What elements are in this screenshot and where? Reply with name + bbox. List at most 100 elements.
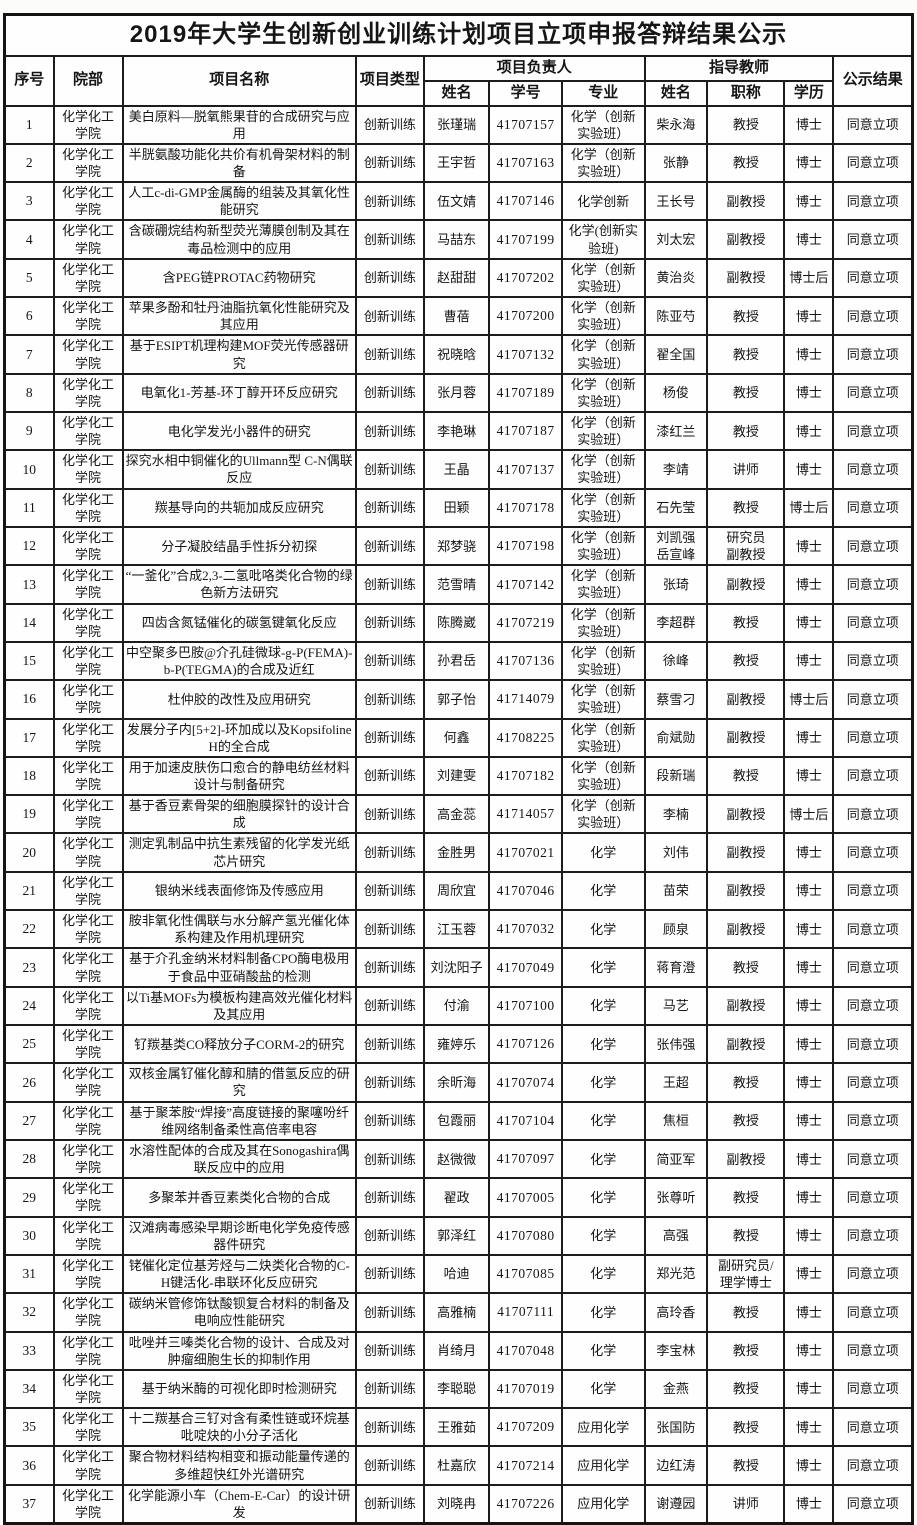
cell-advisor: 蒋育澄 — [643, 947, 709, 988]
cell-advisor: 石先莹 — [643, 487, 709, 528]
cell-no: 24 — [3, 985, 55, 1027]
cell-name: 郭泽红 — [422, 1215, 491, 1256]
cell-type: 创新训练 — [354, 1023, 425, 1065]
cell-project: 汉滩病毒感染早期诊断电化学免疫传感器件研究 — [121, 1215, 357, 1256]
cell-name: 郭子怡 — [422, 679, 491, 720]
cell-dept: 化学化工学院 — [52, 640, 124, 682]
cell-dept: 化学化工学院 — [52, 1100, 124, 1141]
cell-degree: 博士后 — [783, 487, 835, 528]
cell-result: 同意立项 — [832, 602, 914, 643]
cell-sid: 41707146 — [488, 181, 563, 222]
cell-project: 电化学发光小器件的研究 — [121, 410, 357, 452]
table-row: 29 化学化工学院 多聚苯并香豆素类化合物的合成 创新训练 翟政 41707005 化学 张尊… — [3, 1177, 914, 1218]
cell-name: 张月蓉 — [422, 372, 491, 414]
cell-title: 副教授 — [706, 679, 786, 720]
cell-result: 同意立项 — [832, 794, 914, 835]
col-header-advisor-name: 姓名 — [643, 79, 709, 107]
table-row: 3 化学化工学院 人工c-di-GMP金属酶的组装及其氧化性能研究 创新训练 伍文婧 41… — [3, 181, 914, 222]
cell-no: 10 — [3, 449, 55, 490]
cell-major: 化学（创新实验班） — [560, 410, 646, 452]
cell-dept: 化学化工学院 — [52, 1253, 124, 1295]
cell-name: 翟政 — [422, 1177, 491, 1218]
cell-result: 同意立项 — [832, 1483, 914, 1525]
cell-project: 含碳硼烷结构新型荧光薄膜创制及其在毒品检测中的应用 — [121, 219, 357, 260]
cell-no: 6 — [3, 296, 55, 337]
cell-type: 创新训练 — [354, 1138, 425, 1180]
cell-project: 中空聚多巴胺@介孔硅微球-g-P(FEMA)-b-P(TEGMA)的合成及近红 — [121, 640, 357, 682]
table-row: 22 化学化工学院 胺非氧化性偶联与水分解产氢光催化体系构建及作用机理研究 创新训练江… — [3, 909, 914, 950]
cell-advisor: 简亚军 — [643, 1138, 709, 1180]
cell-degree: 博士 — [783, 947, 835, 988]
cell-degree: 博士 — [783, 181, 835, 222]
cell-no: 37 — [3, 1483, 55, 1525]
cell-name: 赵微微 — [422, 1138, 491, 1180]
cell-name: 伍文婧 — [422, 181, 491, 222]
cell-no: 16 — [3, 679, 55, 720]
cell-degree: 博士后 — [783, 257, 835, 299]
cell-major: 化学 — [560, 870, 646, 912]
cell-name: 范雪晴 — [422, 564, 491, 605]
cell-advisor: 杨俊 — [643, 372, 709, 414]
cell-name: 田颖 — [422, 487, 491, 528]
cell-degree: 博士 — [783, 1483, 835, 1525]
table-row: 5 化学化工学院 含PEG链PROTAC药物研究 创新训练 赵甜甜 41707202 化学（… — [3, 257, 914, 299]
cell-result: 同意立项 — [832, 1177, 914, 1218]
cell-project: 半胱氨酸功能化共价有机骨架材料的制备 — [121, 142, 357, 184]
cell-degree: 博士 — [783, 832, 835, 873]
cell-type: 创新训练 — [354, 219, 425, 260]
cell-project: 含PEG链PROTAC药物研究 — [121, 257, 357, 299]
cell-major: 化学（创新实验班） — [560, 334, 646, 375]
cell-advisor: 蔡雪刁 — [643, 679, 709, 720]
cell-title: 副教授 — [706, 985, 786, 1027]
table-row: 32 化学化工学院 碳纳米管修饰钛酸钡复合材料的制备及电响应性能研究 创新训练 高雅楠 4… — [3, 1292, 914, 1333]
cell-major: 化学（创新实验班） — [560, 296, 646, 337]
cell-degree: 博士后 — [783, 679, 835, 720]
cell-title: 教授 — [706, 1445, 786, 1486]
cell-type: 创新训练 — [354, 181, 425, 222]
cell-degree: 博士 — [783, 909, 835, 950]
cell-title: 教授 — [706, 334, 786, 375]
cell-project: 双核金属钌催化醇和腈的借氢反应的研究 — [121, 1062, 357, 1103]
cell-result: 同意立项 — [832, 257, 914, 299]
cell-result: 同意立项 — [832, 1445, 914, 1486]
cell-major: 应用化学 — [560, 1407, 646, 1448]
table-row: 11 化学化工学院 羰基导向的共轭加成反应研究 创新训练 田颖 41707178 化学（创新… — [3, 487, 914, 528]
cell-degree: 博士 — [783, 1445, 835, 1486]
col-header-type: 项目类型 — [354, 55, 425, 107]
table-row: 25 化学化工学院 钌羰基类CO释放分子CORM-2的研究 创新训练 雍婷乐 417071… — [3, 1023, 914, 1065]
col-header-advisor-group: 指导教师 — [643, 55, 835, 82]
cell-sid: 41707142 — [488, 564, 563, 605]
cell-no: 27 — [3, 1100, 55, 1141]
cell-major: 化学（创新实验班） — [560, 142, 646, 184]
cell-name: 金胜男 — [422, 832, 491, 873]
cell-major: 化学 — [560, 1100, 646, 1141]
cell-no: 29 — [3, 1177, 55, 1218]
cell-project: 基于ESIPT机理构建MOF荧光传感器研究 — [121, 334, 357, 375]
cell-sid: 41707182 — [488, 755, 563, 797]
cell-name: 哈迪 — [422, 1253, 491, 1295]
cell-advisor: 焦桓 — [643, 1100, 709, 1141]
cell-title: 教授 — [706, 947, 786, 988]
cell-major: 化学 — [560, 1253, 646, 1295]
cell-type: 创新训练 — [354, 1407, 425, 1448]
cell-dept: 化学化工学院 — [52, 947, 124, 988]
table-row: 1 化学化工学院 美白原料—脱氧熊果苷的合成研究与应用 创新训练 张瑾瑞 41707157… — [3, 104, 914, 145]
cell-result: 同意立项 — [832, 334, 914, 375]
cell-name: 陈腾崴 — [422, 602, 491, 643]
cell-project: “一釜化”合成2,3-二氢吡咯类化合物的绿色新方法研究 — [121, 564, 357, 605]
cell-no: 12 — [3, 525, 55, 567]
cell-degree: 博士 — [783, 1023, 835, 1065]
cell-dept: 化学化工学院 — [52, 985, 124, 1027]
cell-no: 30 — [3, 1215, 55, 1256]
table-row: 23 化学化工学院 基于介孔金纳米材料制备CPO酶电极用于食品中亚硝酸盐的检测 创新训… — [3, 947, 914, 988]
cell-dept: 化学化工学院 — [52, 1368, 124, 1410]
cell-project: 吡唑并三嗪类化合物的设计、合成及对肿瘤细胞生长的抑制作用 — [121, 1330, 357, 1371]
cell-no: 1 — [3, 104, 55, 145]
cell-result: 同意立项 — [832, 679, 914, 720]
col-header-leader-name: 姓名 — [422, 79, 491, 107]
table-row: 10 化学化工学院 探究水相中铜催化的Ullmann型 C-N偶联反应 创新训练 王晶 4… — [3, 449, 914, 490]
cell-no: 7 — [3, 334, 55, 375]
cell-result: 同意立项 — [832, 525, 914, 567]
cell-advisor: 谢遵园 — [643, 1483, 709, 1525]
table-row: 26 化学化工学院 双核金属钌催化醇和腈的借氢反应的研究 创新训练 余昕海 4170707… — [3, 1062, 914, 1103]
